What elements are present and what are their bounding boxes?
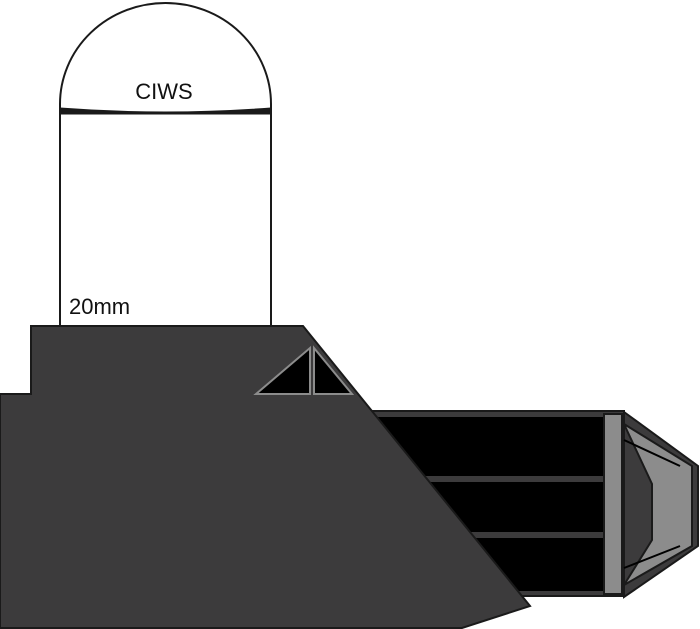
sensor-window-left xyxy=(253,345,311,395)
radome: CIWS 20mm xyxy=(59,2,272,327)
muzzle-bevel-top xyxy=(623,439,681,467)
radome-seam xyxy=(59,107,272,115)
sensor-window-right xyxy=(313,345,355,395)
mount-body-shape xyxy=(0,325,532,629)
dome-label: CIWS xyxy=(135,79,192,104)
mount-body xyxy=(0,325,532,629)
muzzle-bevel-bottom xyxy=(623,545,681,569)
muzzle xyxy=(621,410,699,599)
barrel-clamp xyxy=(603,413,623,595)
barrel-label: 20mm xyxy=(69,294,130,319)
radome-dome xyxy=(59,2,272,327)
